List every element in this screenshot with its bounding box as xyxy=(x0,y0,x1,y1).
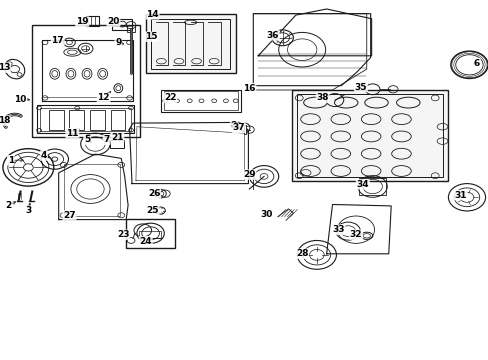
Bar xyxy=(161,90,240,112)
Text: 35: 35 xyxy=(354,83,366,91)
Text: 38: 38 xyxy=(316,94,328,102)
Text: 34: 34 xyxy=(356,180,368,189)
Text: 24: 24 xyxy=(139,237,152,246)
Text: 29: 29 xyxy=(243,170,255,179)
Bar xyxy=(112,19,132,30)
Text: 25: 25 xyxy=(146,206,159,215)
Text: 31: 31 xyxy=(453,191,466,199)
Text: 36: 36 xyxy=(266,31,279,40)
Text: 8: 8 xyxy=(230,121,236,130)
Text: 7: 7 xyxy=(103,135,110,144)
Text: 4: 4 xyxy=(41,151,47,160)
Text: 21: 21 xyxy=(111,133,123,142)
Bar xyxy=(145,14,236,73)
Bar xyxy=(69,110,84,130)
Text: 3: 3 xyxy=(25,206,31,215)
Text: 18: 18 xyxy=(0,116,10,125)
Bar xyxy=(32,25,140,137)
Bar xyxy=(297,94,442,177)
Text: 26: 26 xyxy=(147,189,160,198)
Bar xyxy=(150,19,229,69)
Bar xyxy=(37,105,134,133)
Bar xyxy=(127,25,135,32)
Bar xyxy=(359,178,386,195)
Text: 2: 2 xyxy=(6,202,12,210)
Text: 9: 9 xyxy=(115,38,122,47)
Text: 13: 13 xyxy=(0,63,10,72)
Bar xyxy=(85,16,99,26)
Text: 6: 6 xyxy=(473,58,479,68)
Text: 19: 19 xyxy=(76,17,88,26)
Text: 28: 28 xyxy=(295,249,308,258)
Text: 33: 33 xyxy=(331,225,344,234)
Text: 5: 5 xyxy=(84,135,90,144)
Text: 30: 30 xyxy=(260,210,272,219)
Text: 14: 14 xyxy=(146,10,159,19)
Bar xyxy=(163,91,238,110)
Bar xyxy=(110,140,123,148)
Bar xyxy=(126,219,175,248)
Text: 20: 20 xyxy=(107,17,120,26)
Bar xyxy=(90,110,104,130)
Bar xyxy=(40,108,131,131)
Text: 11: 11 xyxy=(66,129,79,138)
Text: 37: 37 xyxy=(232,123,244,132)
Bar xyxy=(49,110,63,130)
Text: 22: 22 xyxy=(163,94,176,102)
Text: 15: 15 xyxy=(145,32,158,41)
Bar xyxy=(292,90,447,181)
Text: 27: 27 xyxy=(63,211,76,220)
Text: 32: 32 xyxy=(349,230,362,239)
Bar xyxy=(110,110,125,130)
Text: 12: 12 xyxy=(97,94,110,102)
Text: 16: 16 xyxy=(243,84,255,93)
Text: 17: 17 xyxy=(51,36,64,45)
Text: 1: 1 xyxy=(8,156,14,165)
Text: 10: 10 xyxy=(14,94,27,104)
Text: 23: 23 xyxy=(117,230,129,239)
